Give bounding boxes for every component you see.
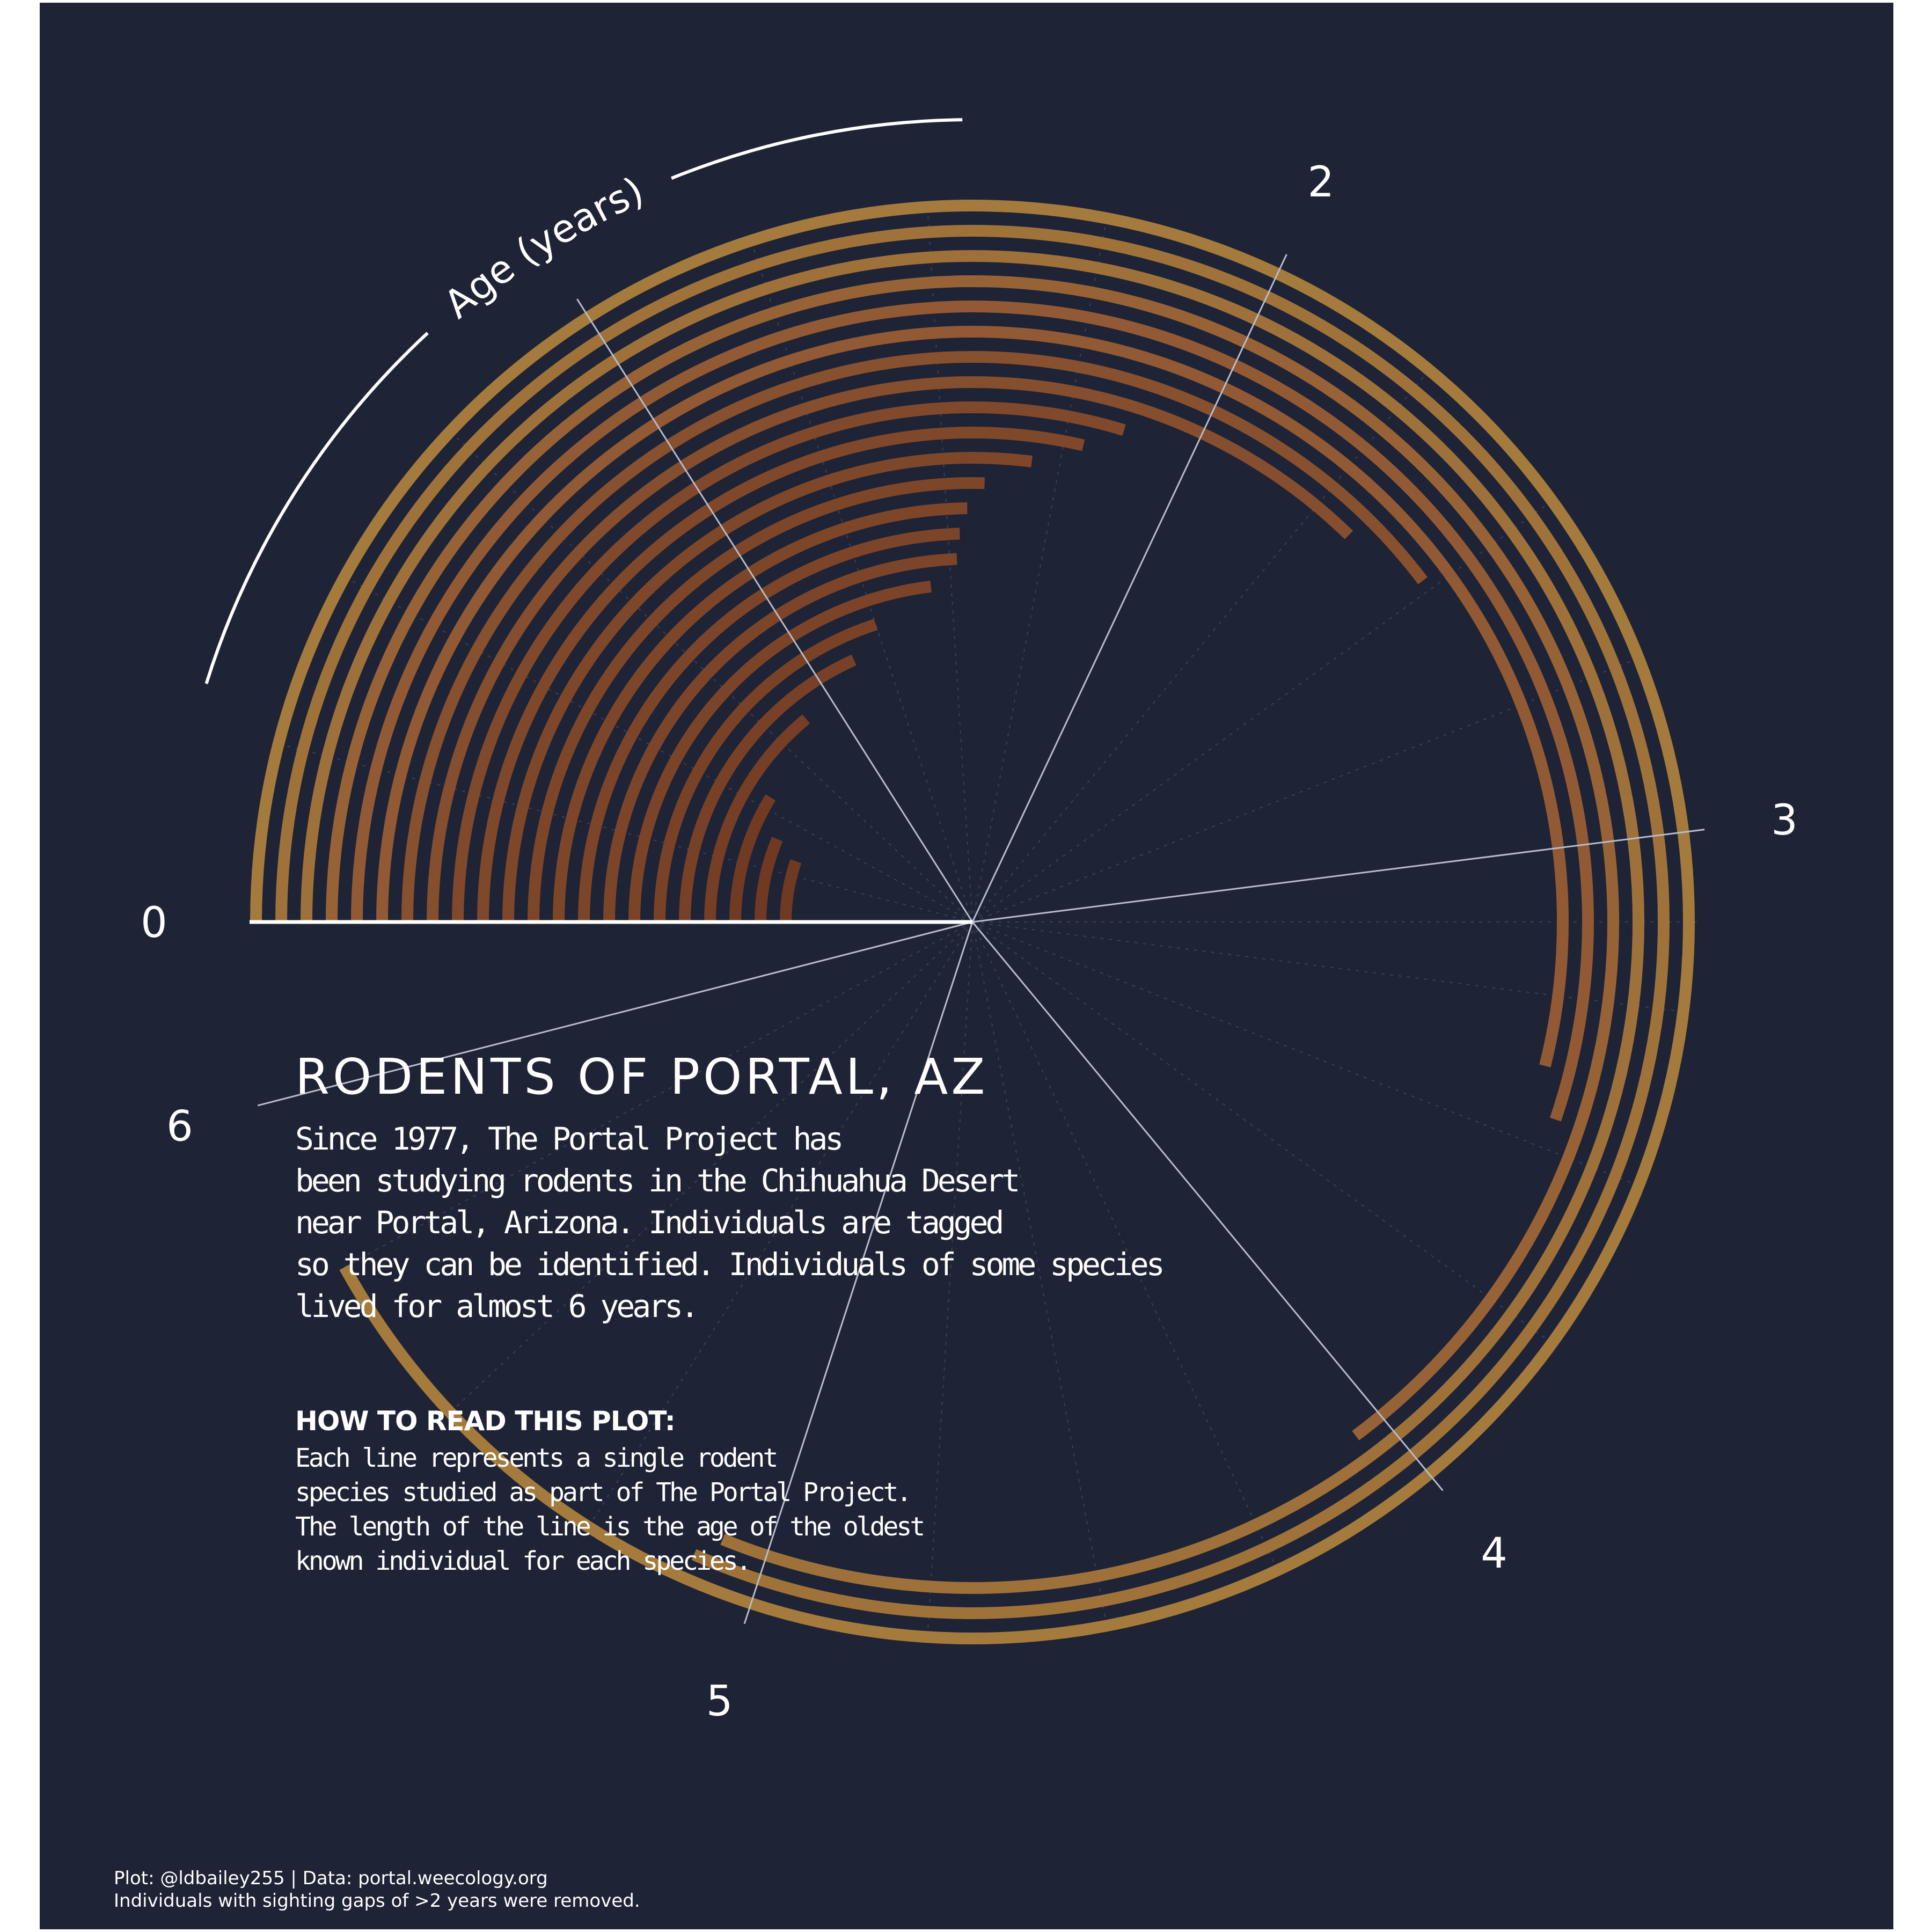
tick-label: 3 — [1771, 796, 1798, 845]
species-arc — [628, 580, 932, 923]
tick-label: 0 — [141, 899, 167, 947]
species-arc — [401, 351, 1428, 923]
species-arc — [528, 477, 985, 923]
grid-line-minor — [972, 218, 1108, 923]
tick-label: 6 — [166, 1102, 193, 1151]
howto-line: Each line represents a single rodent — [295, 1443, 778, 1473]
howto-heading: HOW TO READ THIS PLOT: — [295, 1406, 676, 1437]
howto-body: Each line represents a single rodent spe… — [295, 1441, 939, 1578]
grid-line-major — [576, 298, 974, 923]
tick-label: 5 — [706, 1677, 733, 1725]
species-arc — [729, 794, 776, 923]
description-line: been studying rodents in the Chihuahua D… — [295, 1162, 1020, 1199]
description-line: lived for almost 6 years. — [295, 1288, 699, 1324]
grid-line-major — [257, 921, 973, 1107]
species-arc — [351, 300, 1594, 1122]
species-arc — [452, 401, 1126, 923]
species-arc — [301, 250, 1644, 1594]
species-arc — [679, 654, 857, 923]
howto-line: known individual for each species. — [295, 1546, 752, 1576]
axis-arc — [671, 118, 963, 180]
caption-line: Plot: @ldbailey255 | Data: portal.weecol… — [114, 1868, 548, 1889]
grid-line-major — [743, 921, 974, 1624]
species-arc — [553, 502, 968, 923]
tick-label: 2 — [1307, 158, 1334, 207]
chart-title: RODENTS OF PORTAL, AZ — [295, 1048, 989, 1106]
species-arc — [578, 528, 960, 923]
grid-line-minor — [972, 500, 1553, 923]
species-arc — [250, 200, 1695, 1644]
species-arc — [275, 225, 1670, 1619]
howto-line: The length of the line is the age of the… — [295, 1512, 925, 1542]
tick-label: 4 — [1481, 1529, 1507, 1578]
species-arc — [780, 859, 802, 923]
species-arc — [755, 837, 783, 923]
species-arc — [326, 275, 1619, 1440]
grid-line-minor — [972, 657, 1639, 923]
species-arc — [704, 714, 810, 923]
description-line: so they can be identified. Individuals o… — [295, 1246, 1165, 1283]
species-arc — [654, 619, 878, 923]
axis-arc — [204, 332, 429, 684]
species-arc — [477, 427, 1085, 923]
howto-line: species studied as part of The Portal Pr… — [295, 1477, 912, 1507]
grid-line-major — [971, 921, 1444, 1491]
grid-line-major — [972, 829, 1705, 923]
grid-line-minor — [972, 921, 1684, 1013]
chart-panel: 0 2 3 4 5 6 Age (years) RODENTS OF PORTAL, AZ … — [40, 3, 1893, 1929]
species-arc — [603, 553, 957, 923]
caption-line: Individuals with sighting gaps of >2 yea… — [114, 1890, 640, 1912]
caption: Plot: @ldbailey255 | Data: portal.weecol… — [114, 1867, 640, 1912]
description-line: Since 1977, The Portal Project has — [295, 1121, 844, 1157]
chart-description: Since 1977, The Portal Project has been … — [295, 1118, 1165, 1327]
grid-line-minor — [972, 369, 1430, 923]
species-arc — [427, 376, 1353, 923]
grid-line-major — [971, 254, 1287, 923]
species-arc — [376, 326, 1569, 1067]
species-arc — [502, 452, 1033, 923]
description-line: near Portal, Arizona. Individuals are ta… — [295, 1204, 1004, 1241]
